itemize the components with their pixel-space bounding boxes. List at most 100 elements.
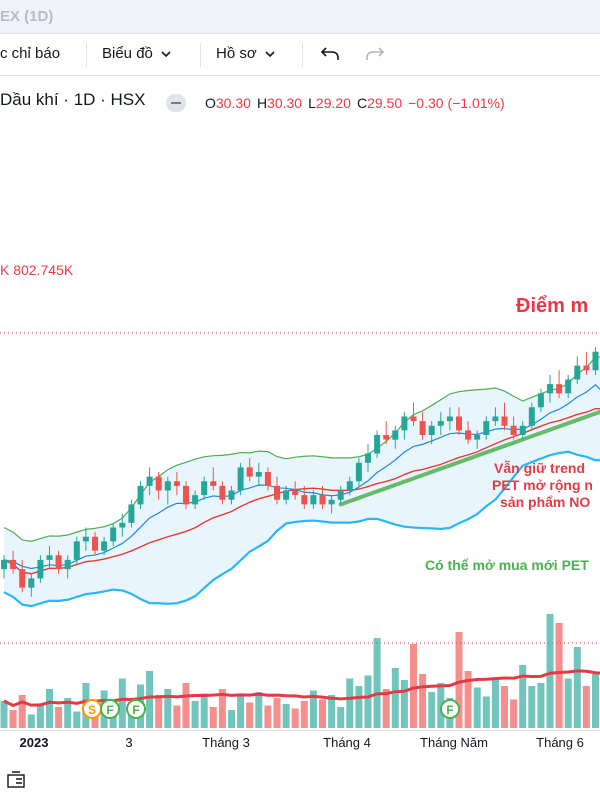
compare-icon[interactable] — [6, 770, 28, 790]
volume-bar — [255, 692, 263, 728]
volume-bar — [209, 707, 217, 728]
candle-body — [164, 481, 171, 491]
low-value: 29.20 — [315, 95, 351, 111]
candle-body — [547, 384, 553, 394]
annotation-trend-2: PET mở rộng n — [492, 477, 593, 493]
volume-bar — [228, 710, 235, 728]
chart-type-label: Biểu đồ — [102, 45, 153, 62]
candle-body — [456, 416, 462, 431]
candle-body — [437, 421, 444, 426]
volume-bar — [0, 701, 8, 728]
candle-body — [183, 485, 189, 505]
bollinger-lower-line — [3, 450, 600, 608]
volume-bar — [355, 686, 363, 728]
candle-body — [574, 365, 581, 380]
symbol-legend: Dầu khí · 1D · HSX — [0, 90, 146, 110]
candle-body — [146, 476, 153, 486]
candle-body — [155, 476, 162, 491]
volume-bar — [191, 701, 199, 728]
volume-bar — [510, 699, 518, 728]
candle-body — [401, 416, 408, 431]
candle-body — [346, 481, 353, 491]
high-key: H — [256, 95, 268, 111]
event-marker-label: F — [106, 703, 113, 717]
candle-body — [110, 527, 117, 542]
candle-body — [292, 490, 299, 496]
trend-line — [338, 409, 600, 507]
candle-body — [255, 472, 262, 477]
candle-body — [374, 435, 381, 454]
x-tick-label: Tháng 3 — [202, 735, 250, 750]
open-value: 30.30 — [215, 95, 251, 111]
volume-bar — [146, 671, 154, 728]
candle-body — [73, 541, 80, 560]
candle-body — [510, 425, 517, 435]
x-tick-label: Tháng 6 — [536, 735, 584, 750]
hide-legend-button[interactable] — [166, 94, 186, 112]
candle-body — [592, 351, 599, 371]
candle-body — [392, 430, 399, 440]
annotation-buy-note: Có thể mở mua mới PET — [425, 557, 589, 573]
close-key: C — [356, 95, 368, 111]
close-value: 29.50 — [367, 95, 403, 111]
event-marker-label: F — [132, 703, 139, 717]
volume-bar — [564, 678, 572, 728]
volume-bar — [373, 638, 381, 728]
candle-body — [337, 490, 344, 500]
volume-bar — [319, 699, 326, 728]
toolbar: c chỉ báo Biểu đồ Hồ sơ — [0, 34, 600, 76]
volume-bar — [328, 695, 336, 728]
candle-body — [192, 495, 199, 505]
event-marker — [126, 699, 146, 719]
x-tick-label: 2023 — [19, 735, 49, 750]
undo-button[interactable] — [320, 46, 340, 62]
candle-body — [119, 522, 126, 528]
annotation-trend-1: Vẫn giữ trend — [494, 460, 586, 476]
volume-bar — [555, 623, 563, 728]
x-tick-label: 3 — [125, 735, 133, 750]
candle-body — [201, 481, 208, 496]
candle-body — [246, 467, 253, 477]
volume-bar — [291, 708, 299, 728]
high-value: 30.30 — [267, 95, 303, 111]
profile-button[interactable]: Hồ sơ — [216, 45, 275, 62]
candle-body — [92, 536, 98, 551]
candle-body — [556, 384, 563, 394]
chart-type-button[interactable]: Biểu đồ — [102, 45, 171, 62]
event-marker — [100, 699, 120, 719]
volume-bar — [64, 698, 72, 728]
x-tick-label: Tháng Năm — [420, 735, 488, 750]
volume-bar — [582, 686, 590, 728]
chevron-down-icon — [161, 50, 171, 57]
change-value: −0.30 (−1.01%) — [408, 95, 505, 111]
candle-body — [237, 467, 244, 491]
volume-bar — [528, 686, 536, 728]
volume-bar — [246, 702, 254, 728]
volume-bar — [118, 678, 126, 728]
candle-body — [565, 379, 572, 394]
time-axis[interactable]: 2023 3 Tháng 3 Tháng 4 Tháng Năm Tháng 6 — [0, 730, 600, 760]
candle-body — [419, 421, 426, 435]
candle-body — [173, 481, 180, 486]
candle-body — [428, 425, 435, 435]
candle-body — [328, 499, 335, 505]
annotation-trend-3: sản phẩm NO — [500, 494, 591, 510]
volume-bar — [200, 693, 208, 728]
volume-bar — [482, 696, 490, 728]
candle-body — [519, 425, 526, 435]
volume-bar — [282, 704, 290, 728]
volume-bar — [364, 675, 372, 728]
candle-body — [365, 453, 371, 463]
candle-body — [355, 462, 362, 482]
candle-body — [128, 504, 135, 523]
ohlc-values: O30.30 H30.30 L29.20 C29.50 −0.30 (−1.01… — [205, 95, 505, 111]
candle-body — [537, 393, 544, 408]
volume-bar — [346, 678, 354, 728]
volume-bar — [55, 707, 63, 728]
indicators-button[interactable]: c chỉ báo — [0, 45, 60, 62]
redo-button[interactable] — [365, 46, 385, 62]
volume-bar — [337, 707, 345, 728]
open-key: O — [205, 95, 216, 111]
symbol-info[interactable]: Dầu khí · 1D · HSX — [0, 90, 146, 109]
